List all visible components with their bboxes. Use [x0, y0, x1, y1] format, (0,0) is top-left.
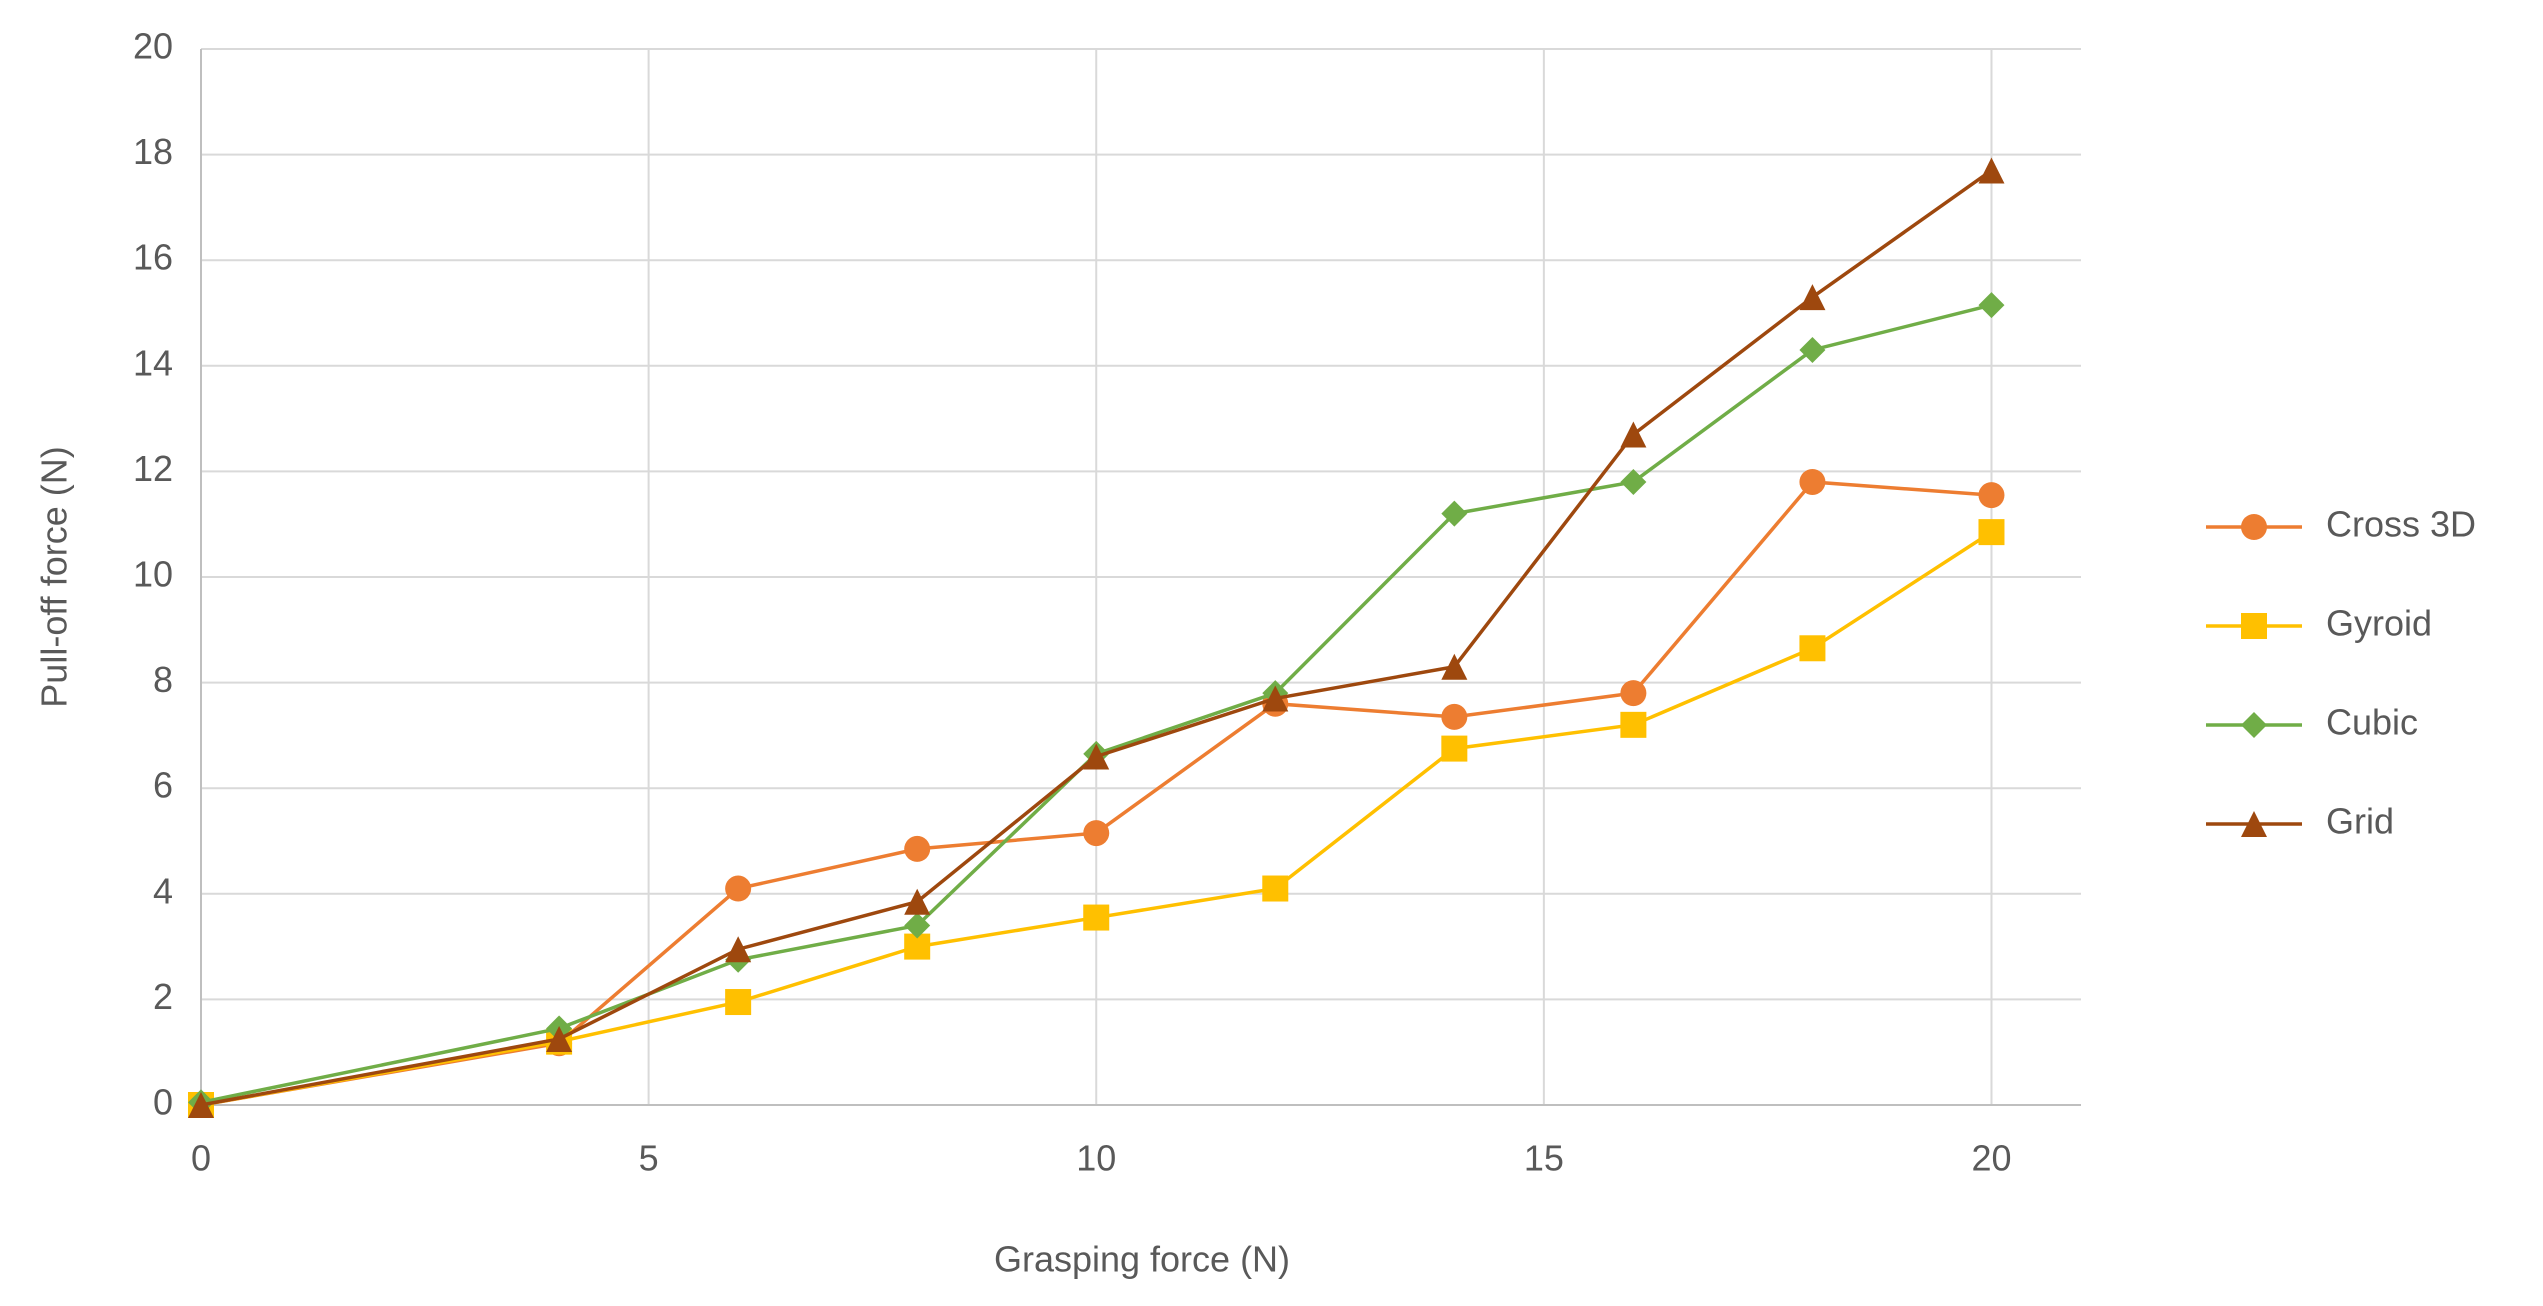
- data-point: [1978, 157, 2005, 184]
- data-point: [1799, 284, 1826, 311]
- data-point: [1083, 820, 1110, 847]
- x-axis-title: Grasping force (N): [994, 1239, 1290, 1280]
- data-point: [725, 936, 752, 963]
- y-tick-label: 18: [133, 131, 173, 172]
- data-point: [1620, 711, 1647, 738]
- data-point: [1441, 703, 1468, 730]
- data-point: [546, 1026, 573, 1052]
- x-tick-label: 5: [639, 1138, 659, 1179]
- data-point: [904, 835, 931, 862]
- legend-label: Gyroid: [2326, 603, 2432, 644]
- data-point: [1262, 875, 1289, 902]
- y-tick-label: 8: [153, 659, 173, 700]
- y-tick-label: 16: [133, 237, 173, 278]
- y-axis-title: Pull-off force (N): [34, 446, 75, 707]
- legend-marker: [2241, 811, 2267, 837]
- legend-label: Grid: [2326, 801, 2394, 842]
- series-line: [200, 480, 1992, 1107]
- legend-label: Cubic: [2326, 702, 2418, 743]
- data-point: [1978, 482, 2005, 509]
- legend-marker: [2241, 712, 2267, 738]
- x-tick-label: 15: [1524, 1138, 1564, 1179]
- data-point: [1799, 635, 1826, 662]
- y-tick-label: 14: [133, 342, 173, 383]
- series-line: [200, 530, 1993, 1107]
- y-tick-label: 20: [133, 26, 173, 67]
- legend-marker: [2241, 514, 2267, 540]
- data-point: [1620, 421, 1647, 448]
- data-point: [1978, 292, 2005, 319]
- data-point: [1262, 685, 1289, 712]
- data-point: [188, 1092, 214, 1118]
- x-tick-label: 10: [1076, 1138, 1116, 1179]
- data-point: [1083, 904, 1110, 931]
- data-point: [904, 912, 931, 939]
- data-point: [904, 888, 931, 915]
- data-point: [725, 989, 752, 1016]
- data-point: [1441, 653, 1468, 680]
- data-point: [1441, 500, 1468, 527]
- legend-marker: [2241, 613, 2267, 639]
- series-line: [200, 169, 1993, 1107]
- data-point: [1799, 468, 1826, 495]
- data-point: [1978, 519, 2005, 546]
- y-tick-label: 2: [153, 976, 173, 1017]
- x-tick-label: 0: [191, 1138, 211, 1179]
- data-point: [1441, 735, 1468, 762]
- data-point: [1620, 680, 1647, 707]
- y-tick-label: 0: [153, 1082, 173, 1123]
- y-tick-label: 6: [153, 765, 173, 806]
- data-point: [725, 875, 752, 902]
- data-point: [1083, 743, 1110, 770]
- x-tick-label: 20: [1971, 1138, 2011, 1179]
- data-point: [1620, 468, 1647, 495]
- y-tick-label: 12: [133, 448, 173, 489]
- data-point: [1799, 336, 1826, 363]
- legend-label: Cross 3D: [2326, 504, 2476, 545]
- y-tick-label: 4: [153, 870, 173, 911]
- y-tick-label: 10: [133, 554, 173, 595]
